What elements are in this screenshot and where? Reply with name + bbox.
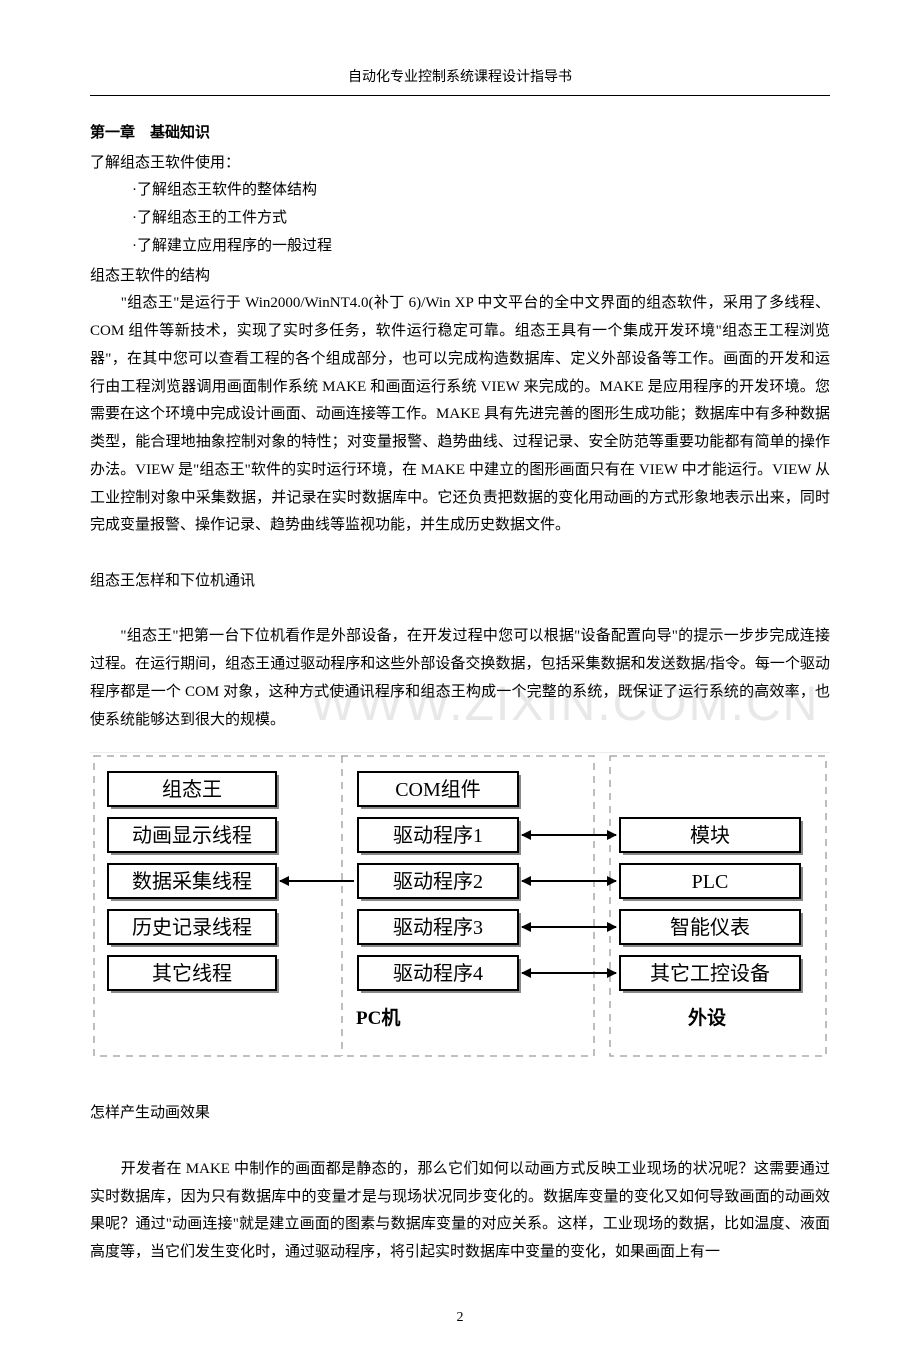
svg-text:其它线程: 其它线程 <box>152 962 232 985</box>
chapter-title: 第一章 基础知识 <box>90 120 830 148</box>
section-title: 怎样产生动画效果 <box>90 1100 830 1128</box>
paragraph: "组态王"把第一台下位机看作是外部设备，在开发过程中您可以根据"设备配置向导"的… <box>90 623 830 734</box>
svg-text:驱动程序4: 驱动程序4 <box>393 962 483 985</box>
svg-text:组态王: 组态王 <box>162 778 222 801</box>
svg-text:动画显示线程: 动画显示线程 <box>132 824 252 847</box>
paragraph: 开发者在 MAKE 中制作的画面都是静态的，那么它们如何以动画方式反映工业现场的… <box>90 1156 830 1267</box>
svg-text:智能仪表: 智能仪表 <box>670 916 750 939</box>
svg-text:驱动程序3: 驱动程序3 <box>393 916 483 939</box>
svg-text:驱动程序2: 驱动程序2 <box>393 870 483 893</box>
bullet-item: ·了解组态王软件的整体结构 <box>90 177 830 205</box>
paragraph: "组态王"是运行于 Win2000/WinNT4.0(补丁 6)/Win XP … <box>90 290 830 540</box>
svg-text:模块: 模块 <box>690 824 730 847</box>
page-header: 自动化专业控制系统课程设计指导书 <box>90 65 830 91</box>
svg-text:数据采集线程: 数据采集线程 <box>132 870 252 893</box>
header-rule <box>90 95 830 96</box>
svg-text:COM组件: COM组件 <box>395 778 481 801</box>
svg-text:历史记录线程: 历史记录线程 <box>132 916 252 939</box>
section-title: 组态王怎样和下位机通讯 <box>90 568 830 596</box>
section-title: 组态王软件的结构 <box>90 263 830 291</box>
svg-text:其它工控设备: 其它工控设备 <box>650 962 770 985</box>
bullet-item: ·了解组态王的工件方式 <box>90 205 830 233</box>
page-number: 2 <box>90 1305 830 1331</box>
svg-text:驱动程序1: 驱动程序1 <box>393 824 483 847</box>
svg-text:PLC: PLC <box>692 871 729 893</box>
bullet-item: ·了解建立应用程序的一般过程 <box>90 233 830 261</box>
intro-line: 了解组态王软件使用： <box>90 150 830 178</box>
svg-text:PC机: PC机 <box>356 1007 400 1029</box>
architecture-diagram: 组态王 COM组件动画显示线程数据采集线程历史记录线程其它线程 驱动程序1 驱动程序2… <box>90 752 830 1082</box>
svg-text:外设: 外设 <box>688 1006 726 1029</box>
